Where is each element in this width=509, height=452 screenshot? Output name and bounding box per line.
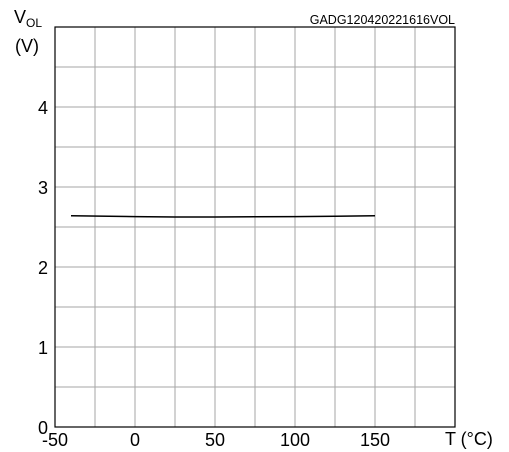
x-axis-label: T (°C) <box>445 429 493 449</box>
chart-id: GADG120420221616VOL <box>310 13 455 27</box>
x-tick-labels: -50 0 50 100 150 <box>42 430 390 450</box>
y-axis-label: VOL <box>14 7 42 30</box>
y-tick-label: 1 <box>38 338 48 358</box>
y-axis-label-main: V <box>14 7 26 27</box>
y-tick-label: 3 <box>38 178 48 198</box>
x-tick-label: -50 <box>42 430 68 450</box>
y-axis-unit: (V) <box>15 36 39 56</box>
y-tick-label: 0 <box>38 418 48 438</box>
y-axis-label-sub: OL <box>26 16 42 30</box>
y-tick-labels: 0 1 2 3 4 <box>38 98 48 438</box>
x-tick-label: 100 <box>280 430 310 450</box>
series-line <box>70 215 376 218</box>
grid-lines <box>55 27 455 427</box>
x-tick-label: 50 <box>205 430 225 450</box>
y-tick-label: 4 <box>38 98 48 118</box>
plot-frame <box>54 26 456 428</box>
series-layer <box>70 215 376 218</box>
x-tick-label: 150 <box>360 430 390 450</box>
x-tick-label: 0 <box>130 430 140 450</box>
y-tick-label: 2 <box>38 258 48 278</box>
